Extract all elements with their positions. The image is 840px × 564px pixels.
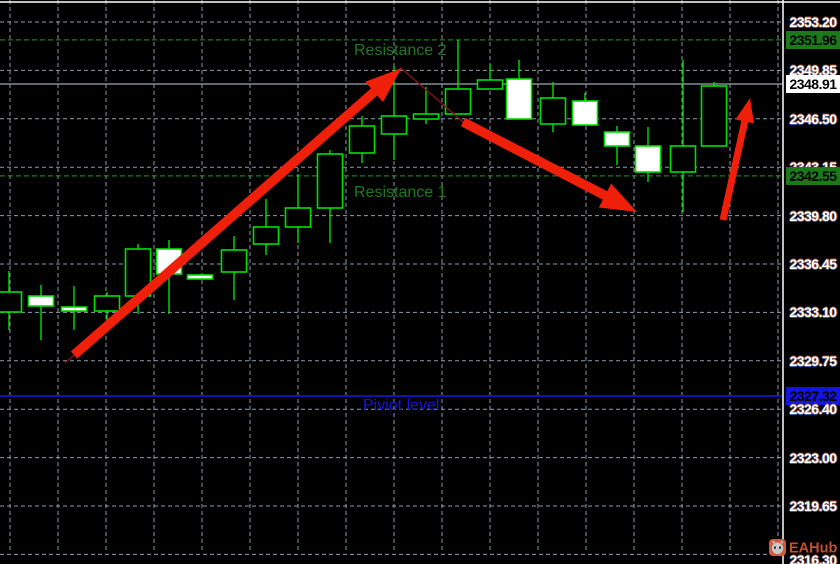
svg-text:Piviot level: Piviot level [363,397,439,414]
svg-text:Resistance 1: Resistance 1 [354,184,447,201]
svg-text:Resistance 2: Resistance 2 [354,42,447,59]
